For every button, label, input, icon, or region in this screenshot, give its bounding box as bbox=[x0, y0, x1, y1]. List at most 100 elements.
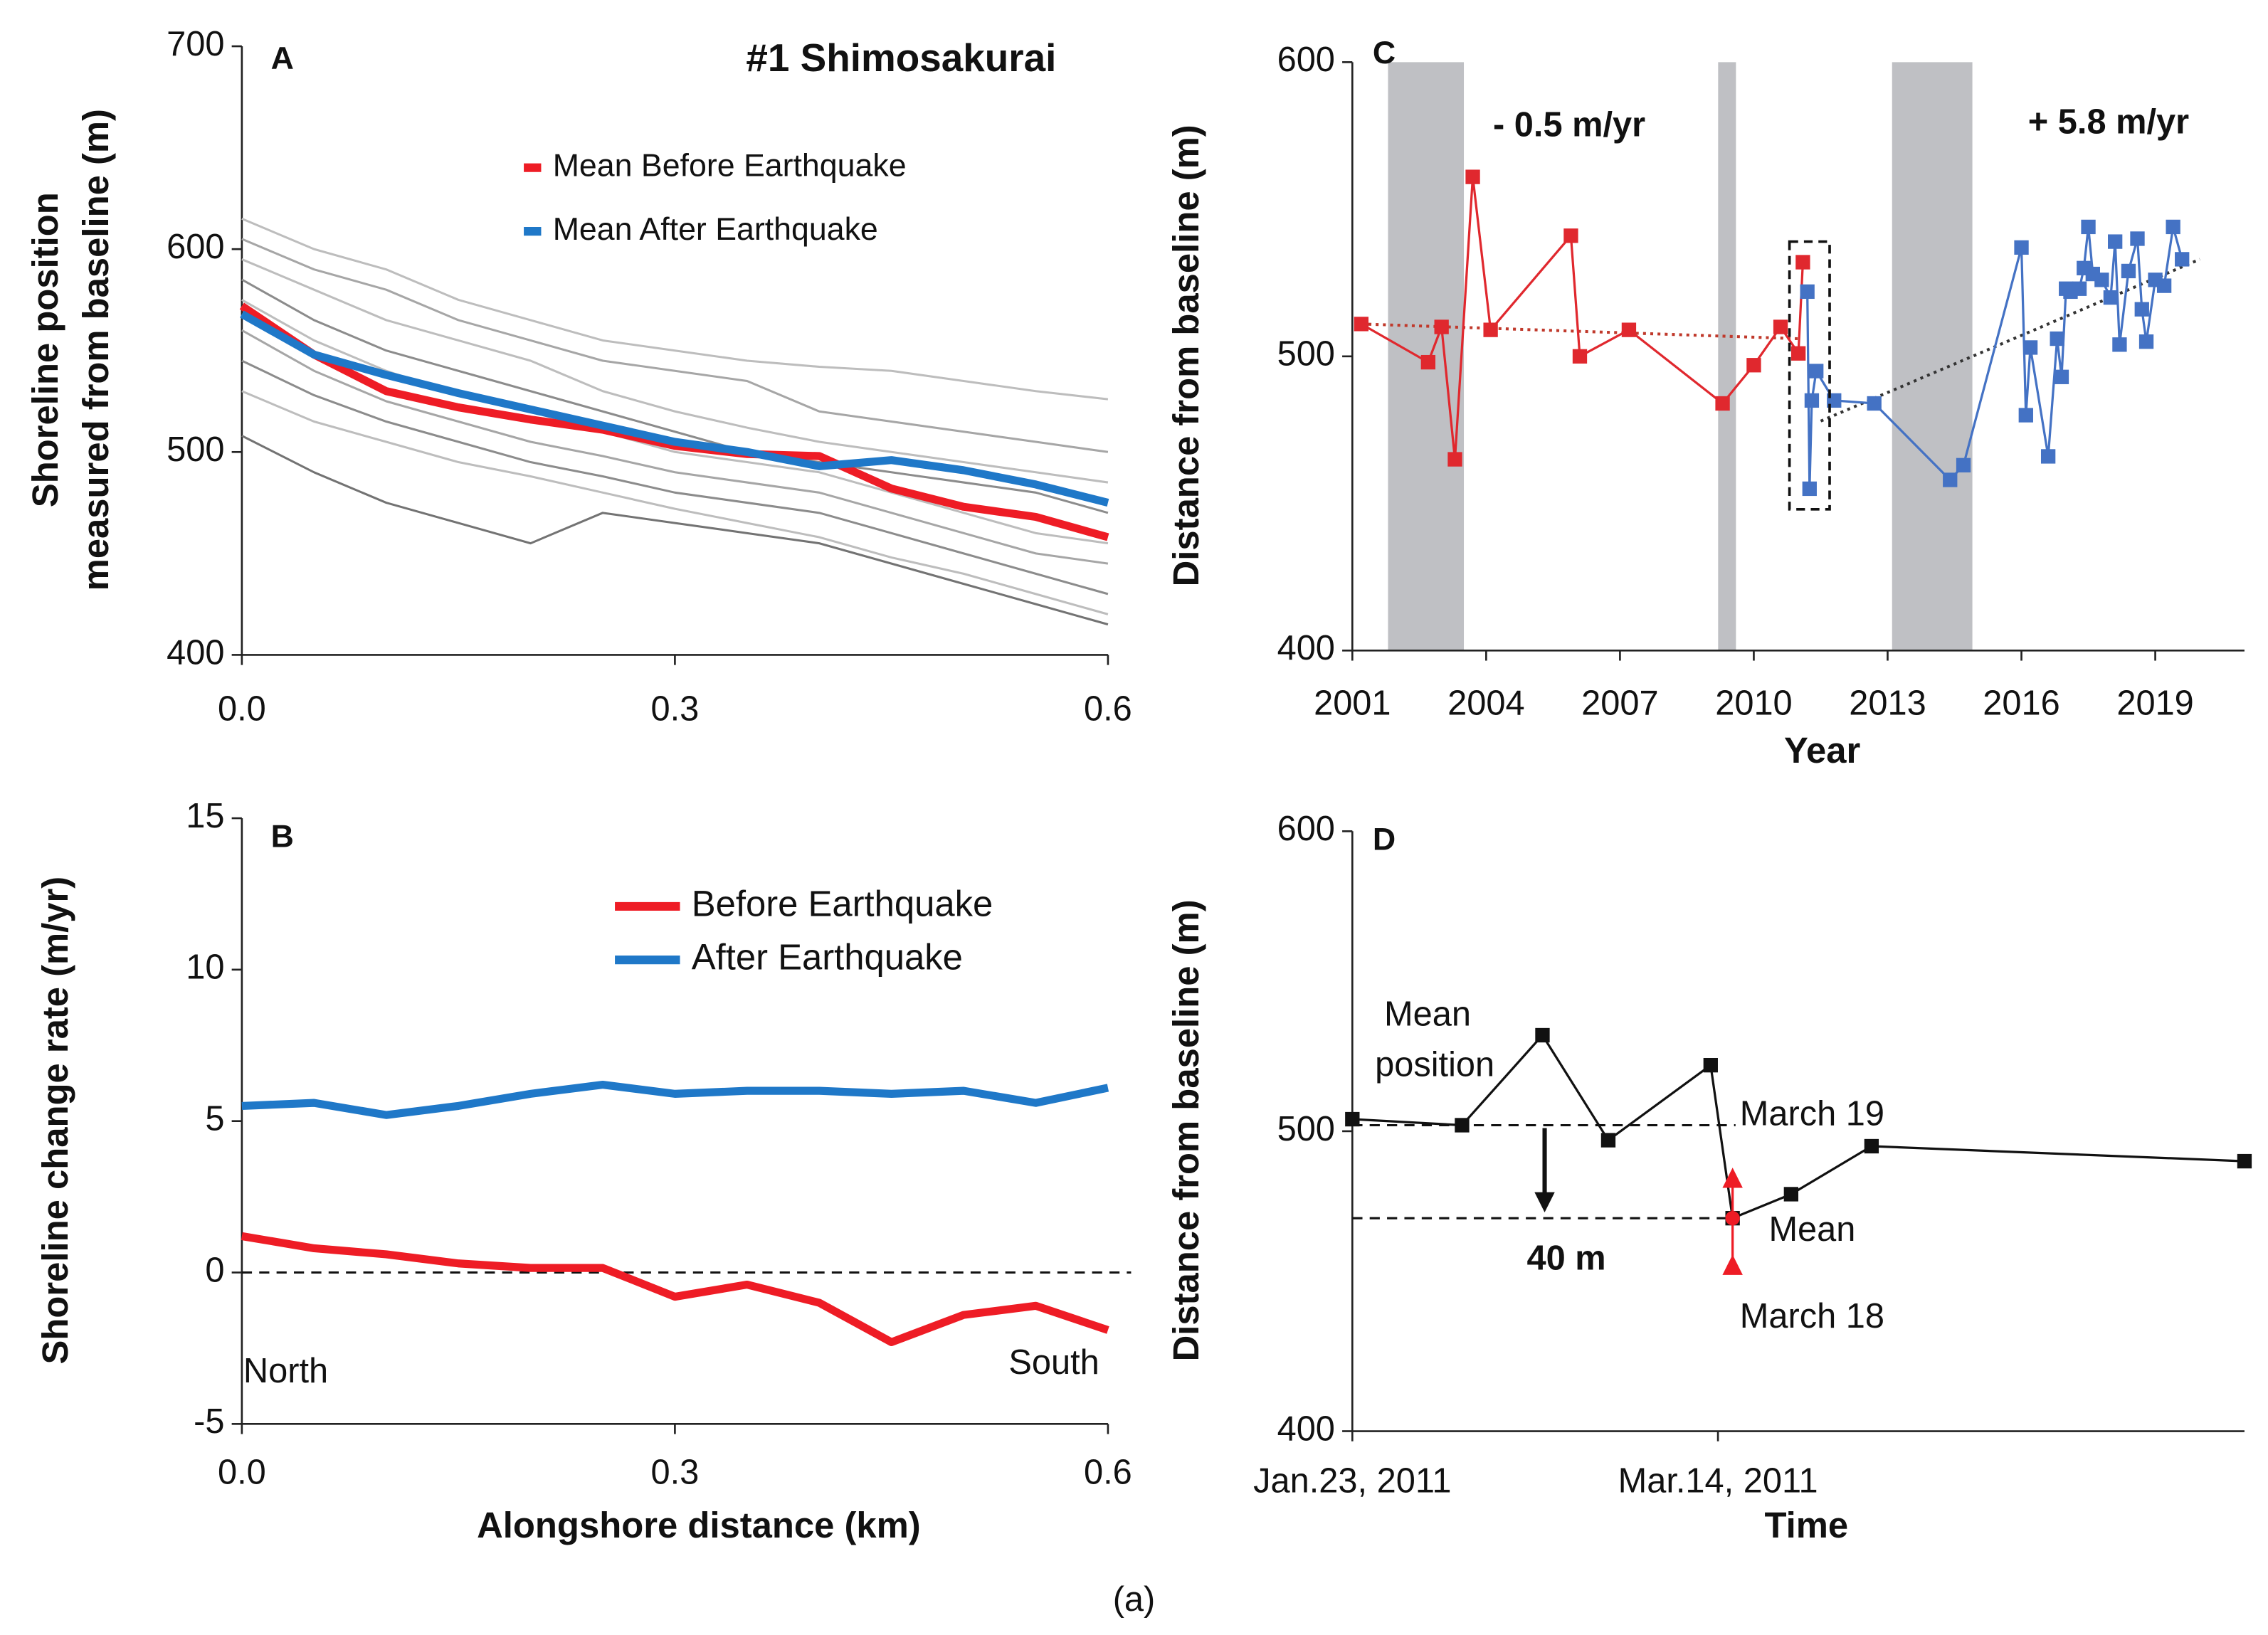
highlight-box bbox=[1788, 240, 1831, 511]
arrow-head bbox=[1534, 1192, 1555, 1213]
x-tick-label: 2010 bbox=[1715, 684, 1792, 722]
x-tick-label: 2001 bbox=[1314, 684, 1391, 722]
point bbox=[1773, 319, 1788, 334]
point bbox=[1746, 358, 1761, 373]
point bbox=[1864, 1138, 1879, 1154]
annotation: March 18 bbox=[1740, 1297, 1884, 1335]
series-line bbox=[241, 1232, 1109, 1347]
series-line bbox=[241, 217, 1109, 401]
x-tick-label: 0.0 bbox=[218, 1453, 266, 1491]
point bbox=[2050, 331, 2064, 346]
annotation: Mean bbox=[1384, 995, 1471, 1033]
point bbox=[2138, 334, 2154, 349]
shaded-period bbox=[1718, 62, 1736, 651]
point bbox=[1943, 472, 1958, 487]
point bbox=[2018, 408, 2033, 423]
series-line bbox=[241, 390, 1109, 615]
panel-letter: B bbox=[271, 819, 294, 854]
point bbox=[1809, 364, 1824, 379]
point bbox=[1354, 317, 1369, 332]
y-tick-label: 500 bbox=[1277, 1110, 1335, 1148]
annotation: South bbox=[1008, 1343, 1099, 1382]
point bbox=[1563, 228, 1578, 243]
series-line bbox=[241, 435, 1109, 626]
point bbox=[2112, 337, 2127, 352]
point bbox=[2166, 219, 2180, 235]
point bbox=[1725, 1211, 1740, 1226]
panel-letter: D bbox=[1373, 822, 1396, 857]
y-tick-label: 700 bbox=[167, 25, 224, 63]
y-tick-label: 15 bbox=[186, 797, 224, 835]
series-line bbox=[241, 359, 1109, 596]
point bbox=[1434, 319, 1449, 334]
y-tick-label: 500 bbox=[1277, 335, 1335, 374]
point bbox=[2237, 1153, 2252, 1169]
x-axis-label: Year bbox=[1784, 730, 1860, 771]
x-tick-label: Mar.14, 2011 bbox=[1618, 1462, 1818, 1501]
panel-letter: C bbox=[1373, 36, 1396, 70]
point bbox=[2175, 252, 2190, 267]
point bbox=[2054, 369, 2069, 384]
point bbox=[2094, 272, 2109, 287]
series-line bbox=[241, 258, 1109, 484]
x-tick-label: 2007 bbox=[1581, 684, 1658, 722]
legend-label: Mean After Earthquake bbox=[553, 212, 878, 247]
y-tick-label: 5 bbox=[205, 1100, 224, 1138]
point bbox=[1722, 1168, 1743, 1188]
y-axis-label: measured from baseline (m) bbox=[75, 109, 116, 591]
point bbox=[2130, 231, 2145, 246]
x-tick-label: 0.3 bbox=[651, 1453, 700, 1491]
point bbox=[1345, 1111, 1360, 1127]
point bbox=[2134, 302, 2149, 317]
y-tick-label: 400 bbox=[1277, 629, 1335, 667]
x-axis-label: Time bbox=[1764, 1505, 1848, 1545]
series-line bbox=[241, 238, 1109, 453]
series-line bbox=[241, 278, 1109, 514]
point bbox=[1795, 255, 1810, 270]
chart-title: #1 Shimosakurai bbox=[746, 36, 1056, 80]
point bbox=[2156, 278, 2172, 293]
caption: (a) bbox=[1113, 1580, 1156, 1619]
series-line bbox=[241, 329, 1109, 565]
point bbox=[1790, 346, 1806, 361]
annotation: + 5.8 m/yr bbox=[2028, 103, 2189, 142]
series-line bbox=[239, 302, 1109, 541]
y-tick-label: 0 bbox=[205, 1251, 224, 1289]
x-tick-label: 0.6 bbox=[1084, 1453, 1132, 1491]
point bbox=[1783, 1187, 1799, 1202]
y-tick-label: 400 bbox=[1277, 1409, 1335, 1448]
x-tick-label: 2019 bbox=[2116, 684, 2193, 722]
x-tick-label: 0.6 bbox=[1084, 690, 1132, 729]
x-axis-label: Alongshore distance (km) bbox=[477, 1505, 921, 1545]
legend-label: After Earthquake bbox=[692, 937, 963, 978]
annotation: North bbox=[243, 1352, 328, 1390]
legend-label: Mean Before Earthquake bbox=[553, 149, 907, 184]
point bbox=[1535, 1027, 1550, 1043]
y-tick-label: -5 bbox=[194, 1402, 224, 1441]
y-axis-label: Shoreline change rate (m/yr) bbox=[35, 877, 75, 1365]
legend-label: Before Earthquake bbox=[692, 883, 993, 924]
point bbox=[1703, 1057, 1718, 1073]
y-tick-label: 600 bbox=[1277, 810, 1335, 848]
point bbox=[1621, 322, 1637, 337]
point bbox=[1715, 396, 1730, 411]
y-axis-label: Shoreline position bbox=[25, 192, 65, 507]
annotation: March 19 bbox=[1740, 1094, 1884, 1133]
x-tick-label: 2016 bbox=[1983, 684, 2059, 722]
point bbox=[1483, 322, 1498, 337]
y-tick-label: 10 bbox=[186, 948, 224, 987]
point bbox=[2072, 281, 2087, 296]
series-line bbox=[240, 310, 1109, 507]
point bbox=[1455, 1118, 1470, 1133]
point bbox=[2108, 234, 2123, 249]
point bbox=[1804, 393, 1820, 408]
point bbox=[1867, 396, 1882, 411]
annotation: 40 m bbox=[1526, 1239, 1605, 1278]
point bbox=[1956, 457, 1971, 472]
point bbox=[2022, 340, 2038, 355]
x-tick-label: 0.0 bbox=[218, 690, 266, 729]
y-tick-label: 600 bbox=[1277, 41, 1335, 79]
y-axis-label: Distance from baseline (m) bbox=[1166, 899, 1206, 1361]
point bbox=[1722, 1254, 1743, 1275]
